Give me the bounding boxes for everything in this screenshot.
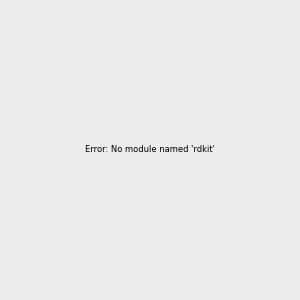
Text: Error: No module named 'rdkit': Error: No module named 'rdkit' — [85, 146, 215, 154]
